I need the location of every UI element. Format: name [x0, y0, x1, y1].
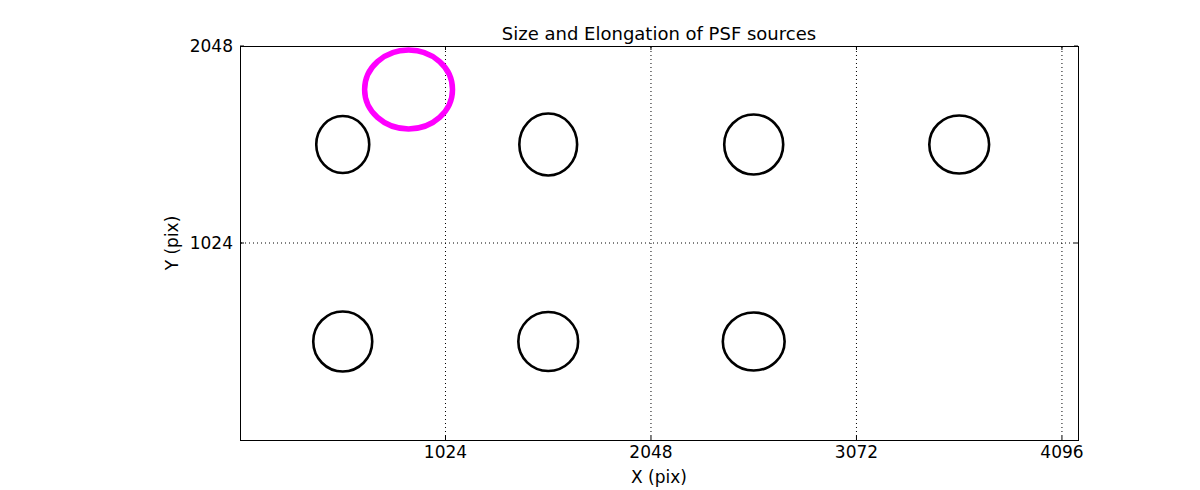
x-tick-label: 2048 — [629, 442, 672, 462]
psf-sources-ellipse — [929, 115, 989, 173]
y-tick-label: 2048 — [190, 36, 233, 56]
psf-sources-ellipse — [724, 114, 783, 174]
psf-sources-ellipse — [316, 116, 369, 173]
psf-sources-ellipse — [518, 312, 578, 371]
x-tick-label: 4096 — [1040, 442, 1083, 462]
figure: Size and Elongation of PSF sources 10242… — [0, 0, 1200, 490]
flagged-source-ellipse — [365, 50, 453, 129]
psf-sources-ellipse — [519, 114, 577, 176]
y-tick-label: 1024 — [190, 233, 233, 253]
x-axis-label: X (pix) — [240, 468, 1078, 487]
psf-sources-ellipse — [723, 312, 785, 370]
y-axis-label: Y (pix) — [163, 216, 182, 271]
x-tick-label: 1024 — [424, 442, 467, 462]
psf-sources-ellipse — [313, 311, 372, 371]
x-tick-label: 3072 — [835, 442, 878, 462]
